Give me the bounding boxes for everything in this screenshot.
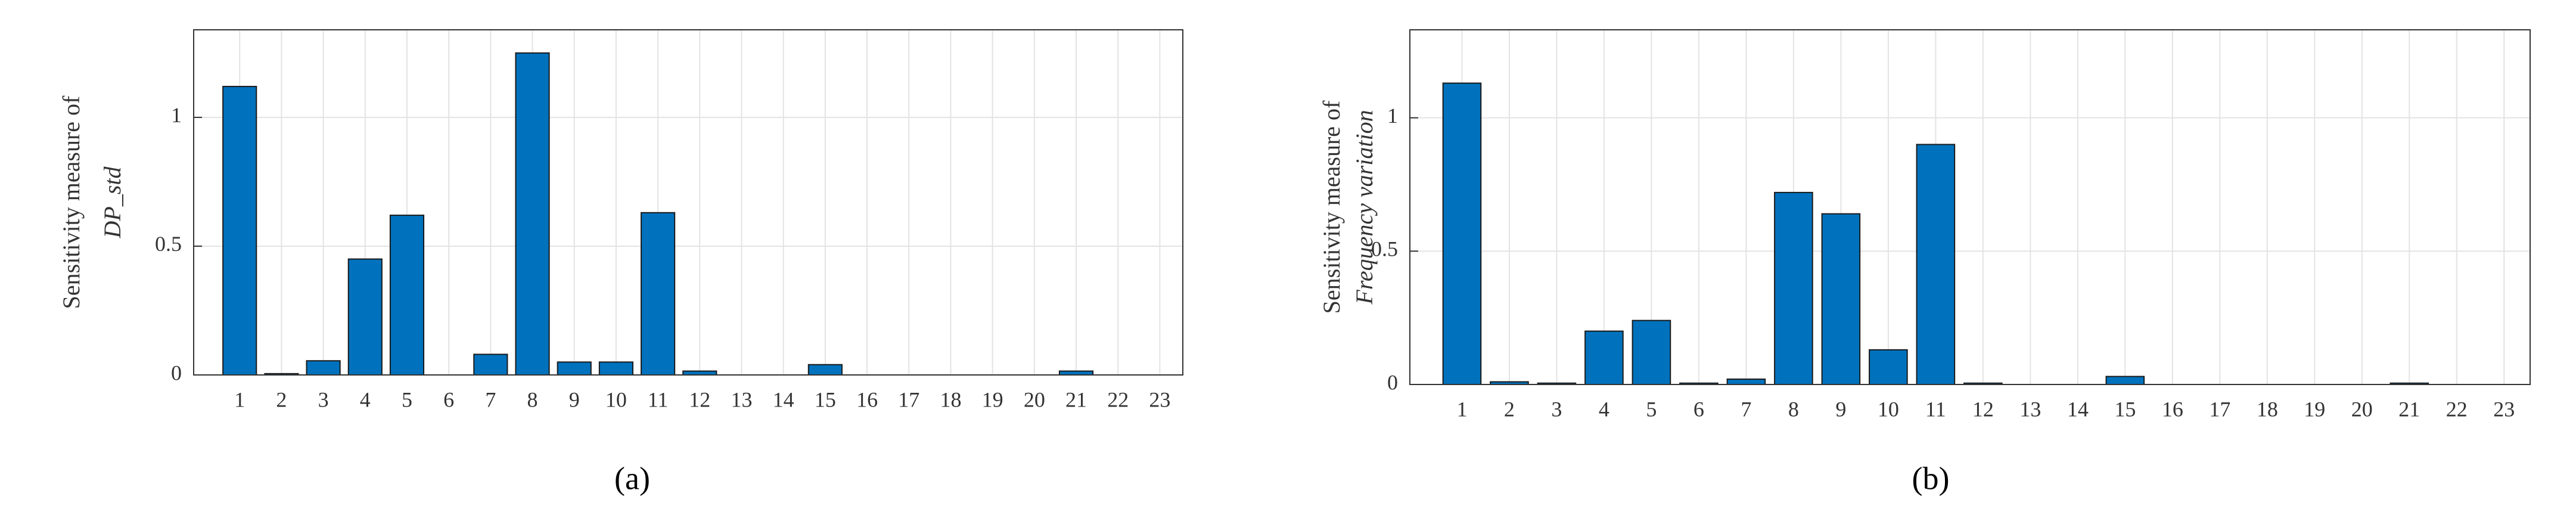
x-tick-label: 15 xyxy=(2114,397,2136,421)
x-tick-label: 6 xyxy=(1693,397,1704,421)
y-tick-label: 1 xyxy=(1387,104,1398,128)
x-tick-label: 10 xyxy=(605,387,627,411)
bar xyxy=(1726,379,1766,385)
x-tick-label: 9 xyxy=(1835,397,1846,421)
x-tick-label: 21 xyxy=(1065,387,1087,411)
x-tick-label: 7 xyxy=(1741,397,1751,421)
x-tick-label: 6 xyxy=(443,387,454,411)
x-tick-label: 19 xyxy=(982,387,1003,411)
bar xyxy=(1632,320,1671,386)
x-tick-label: 2 xyxy=(276,387,287,411)
x-tick-label: 22 xyxy=(2446,397,2468,421)
x-tick-label: 11 xyxy=(648,387,669,411)
y-axis-label: Sensitivity measure of xyxy=(1318,100,1345,314)
bar xyxy=(598,361,633,376)
axes-box xyxy=(1409,29,2531,385)
bar xyxy=(1916,144,1956,386)
x-tick-label: 11 xyxy=(1925,397,1946,421)
x-tick-label: 13 xyxy=(2019,397,2041,421)
x-tick-label: 23 xyxy=(2493,397,2515,421)
x-tick-label: 8 xyxy=(527,387,538,411)
bar xyxy=(389,215,425,376)
x-tick-label: 7 xyxy=(485,387,496,411)
bar xyxy=(2105,376,2145,385)
y-tick-label: 0.5 xyxy=(155,232,182,256)
x-tick-label: 4 xyxy=(360,387,371,411)
x-tick-label: 15 xyxy=(815,387,836,411)
bar xyxy=(1442,82,1482,385)
x-tick-label: 13 xyxy=(731,387,752,411)
x-tick-label: 10 xyxy=(1878,397,1899,421)
x-tick-label: 20 xyxy=(2351,397,2373,421)
x-tick-label: 17 xyxy=(2209,397,2230,421)
x-tick-label: 5 xyxy=(1646,397,1657,421)
x-tick-label: 2 xyxy=(1504,397,1515,421)
x-tick-label: 12 xyxy=(1972,397,1994,421)
x-tick-label: 22 xyxy=(1107,387,1129,411)
bar xyxy=(1821,213,1861,385)
x-tick-label: 17 xyxy=(898,387,919,411)
bar xyxy=(641,212,676,376)
bar xyxy=(807,364,843,376)
x-tick-label: 3 xyxy=(318,387,329,411)
bar xyxy=(1869,349,1908,385)
bar xyxy=(1584,330,1624,385)
x-tick-label: 1 xyxy=(1456,397,1467,421)
x-tick-label: 14 xyxy=(773,387,794,411)
y-axis-label: Sensitivity measure of xyxy=(58,95,85,309)
bar xyxy=(222,86,257,376)
y-tick-label: 1 xyxy=(171,103,182,127)
y-axis-label: DP_std xyxy=(99,166,126,239)
panel-label: (b) xyxy=(1912,460,1950,496)
y-tick-label: 0 xyxy=(1387,370,1398,394)
x-tick-label: 1 xyxy=(234,387,245,411)
bar xyxy=(347,258,383,376)
x-tick-label: 9 xyxy=(569,387,580,411)
y-axis-label: Frequency variation xyxy=(1351,110,1378,305)
bar xyxy=(515,52,550,376)
panel-label: (a) xyxy=(614,460,650,496)
bar xyxy=(1774,191,1813,385)
bar xyxy=(473,353,508,376)
x-tick-label: 23 xyxy=(1149,387,1170,411)
y-tick-label: 0.5 xyxy=(1371,237,1398,261)
x-tick-label: 12 xyxy=(689,387,710,411)
x-tick-label: 21 xyxy=(2398,397,2420,421)
x-tick-label: 5 xyxy=(402,387,412,411)
x-tick-label: 20 xyxy=(1024,387,1045,411)
bar xyxy=(557,361,592,376)
bar xyxy=(306,360,341,376)
axes-box xyxy=(193,29,1183,376)
x-tick-label: 16 xyxy=(856,387,878,411)
x-tick-label: 3 xyxy=(1551,397,1562,421)
x-tick-label: 14 xyxy=(2067,397,2089,421)
x-tick-label: 19 xyxy=(2304,397,2325,421)
y-tick-label: 0 xyxy=(171,361,182,384)
x-tick-label: 18 xyxy=(2257,397,2278,421)
x-tick-label: 16 xyxy=(2162,397,2183,421)
x-tick-label: 18 xyxy=(940,387,961,411)
x-tick-label: 4 xyxy=(1599,397,1609,421)
x-tick-label: 8 xyxy=(1788,397,1799,421)
